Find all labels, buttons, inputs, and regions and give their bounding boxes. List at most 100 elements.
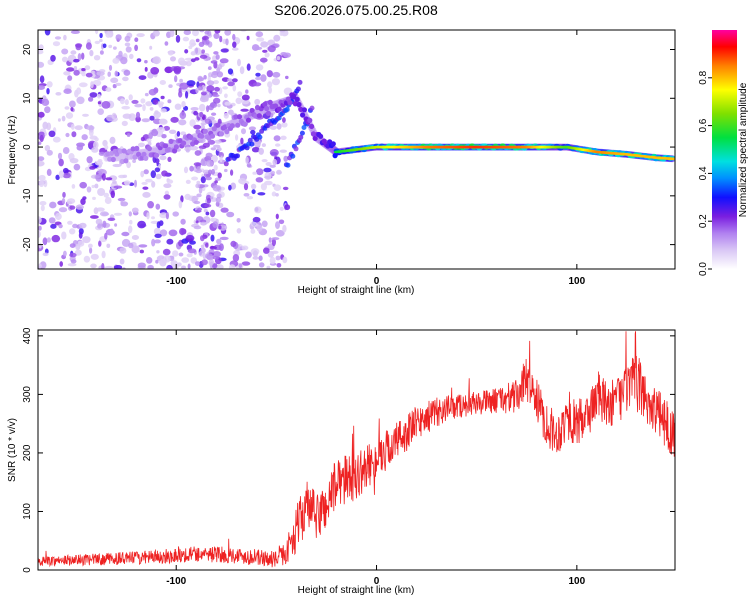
spectrogram-noise-blob: [113, 46, 117, 50]
spectrogram-noise-blob: [88, 243, 93, 249]
snr-ticks: -100 0 100 0 100 200 300 400: [22, 327, 675, 587]
spectrogram-noise-blob: [38, 242, 42, 249]
spectrogram-noise-blob: [264, 172, 272, 181]
spectrogram-noise-blob: [128, 225, 133, 234]
spectrogram-noise-blob: [190, 257, 198, 264]
spectrogram-noise-blob: [240, 137, 244, 145]
spectrogram-noise-blob: [152, 56, 161, 65]
spectrogram-noise-blob: [261, 220, 268, 228]
spectrogram-noise-blob: [153, 227, 161, 235]
spectrogram-noise-blob: [90, 263, 97, 269]
spectrogram-noise-blob: [71, 131, 77, 138]
spectrogram-noise-blob: [70, 30, 80, 34]
spectrogram-noise-blob: [211, 112, 217, 116]
spectrogram-noise-blob: [80, 198, 86, 206]
spectrogram-noise-blob: [189, 39, 196, 47]
spectrogram-noise-blob: [232, 47, 239, 51]
spectrogram-noise-blob: [210, 102, 215, 108]
spectrogram-noise-blob: [186, 253, 193, 258]
spectrogram-noise-blob: [102, 139, 108, 147]
spectrogram-noise-blob: [122, 113, 132, 119]
spectrogram-noise-blob: [271, 191, 277, 197]
spectrogram-noise-blob: [213, 32, 220, 40]
spectrogram-noise-blob: [86, 186, 92, 193]
spectrogram-noise-blob: [272, 158, 278, 166]
spectrogram-noise-blob: [93, 141, 99, 149]
spectrogram-noise-blob: [78, 232, 83, 239]
snr-marks: [38, 331, 675, 568]
spectrogram-noise-blob: [195, 169, 202, 174]
spectrogram-ridge-point: [154, 152, 160, 158]
spectrogram-noise-blob: [137, 220, 147, 229]
spectrogram-noise-blob: [131, 235, 139, 240]
spectrogram-noise-blob: [190, 51, 196, 56]
spectrogram-noise-blob: [65, 132, 70, 138]
spectrogram-noise-blob: [151, 216, 155, 220]
spectrogram-noise-blob: [205, 176, 212, 181]
spectrogram-noise-blob: [114, 223, 118, 227]
spectrogram-ridge-point: [141, 151, 147, 157]
spectrogram-noise-blob: [190, 107, 199, 111]
spectrogram-noise-blob: [207, 66, 212, 70]
spectrogram-noise-blob: [185, 91, 189, 99]
spectrogram-noise-blob: [146, 257, 153, 264]
spectrogram-noise-blob: [204, 203, 212, 208]
spectrogram-noise-blob: [129, 219, 133, 225]
spectrogram-noise-blob: [263, 247, 270, 254]
spectrogram-noise-blob: [213, 51, 219, 55]
spectrogram-noise-blob: [196, 193, 202, 198]
spectrogram-noise-blob: [58, 170, 64, 179]
spectrogram-ridge-core: [670, 157, 675, 161]
spectrogram-noise-blob: [85, 42, 92, 50]
spectrogram-noise-blob: [81, 68, 86, 72]
spectrogram-noise-blob: [228, 184, 232, 191]
spectrogram-ridge-point: [224, 129, 230, 135]
spectrogram-noise-blob: [38, 141, 42, 145]
spectrogram-ridge-point: [143, 155, 149, 161]
spectrogram-noise-blob: [167, 51, 174, 56]
spectrogram-noise-blob: [132, 159, 137, 164]
spectrogram-noise-blob: [98, 240, 102, 247]
spectrogram-noise-blob: [193, 110, 199, 116]
spectrogram-noise-blob: [149, 115, 155, 121]
spectrogram-noise-blob: [278, 219, 285, 225]
spectrogram-noise-blob: [50, 223, 57, 229]
spectrogram-noise-blob: [67, 75, 73, 81]
spectrogram-noise-blob: [202, 142, 210, 148]
spectrogram-noise-blob: [113, 185, 123, 189]
spectrogram-noise-blob: [176, 131, 181, 137]
spectrogram-noise-blob: [185, 60, 192, 67]
spectrogram-noise-blob: [184, 49, 189, 54]
spectrogram-noise-blob: [95, 174, 102, 182]
spectrogram-noise-blob: [109, 228, 114, 235]
spectrogram-noise-blob: [66, 67, 75, 72]
spectrogram-noise-blob: [89, 49, 94, 57]
spectrogram-noise-blob: [82, 196, 87, 200]
spectrogram-noise-blob: [220, 207, 229, 213]
spectrogram-noise-blob: [38, 174, 46, 181]
spectrogram-noise-blob: [124, 42, 131, 47]
spectrogram-noise-blob: [161, 134, 167, 139]
spectrogram-noise-blob: [59, 261, 63, 267]
spectrogram-noise-blob: [224, 93, 228, 99]
spectrogram-noise-blob: [205, 39, 210, 45]
spectrogram-noise-blob: [144, 60, 148, 64]
spectrogram-noise-blob: [164, 41, 169, 46]
spectrogram-noise-blob: [169, 30, 175, 37]
spectrogram-noise-blob: [271, 78, 280, 86]
spectrogram-noise-blob: [266, 70, 273, 78]
spectrogram-noise-blob: [44, 145, 51, 152]
spectrogram-noise-blob: [96, 71, 105, 76]
spectrogram-noise-blob: [276, 56, 281, 61]
spectrogram-noise-blob: [151, 181, 156, 188]
spectrogram-noise-blob: [105, 87, 112, 92]
spectrogram-noise-blob: [202, 160, 207, 167]
spectrogram-ridge-point: [223, 161, 229, 167]
spectrogram-noise-blob: [154, 167, 161, 173]
spectrogram-noise-blob: [64, 106, 70, 110]
spectrogram-noise-blob: [215, 196, 222, 203]
spectrogram-noise-blob: [145, 178, 153, 183]
colorbar-tick-label: 0.8: [698, 70, 709, 84]
spectrogram-ridge-point: [202, 128, 208, 134]
